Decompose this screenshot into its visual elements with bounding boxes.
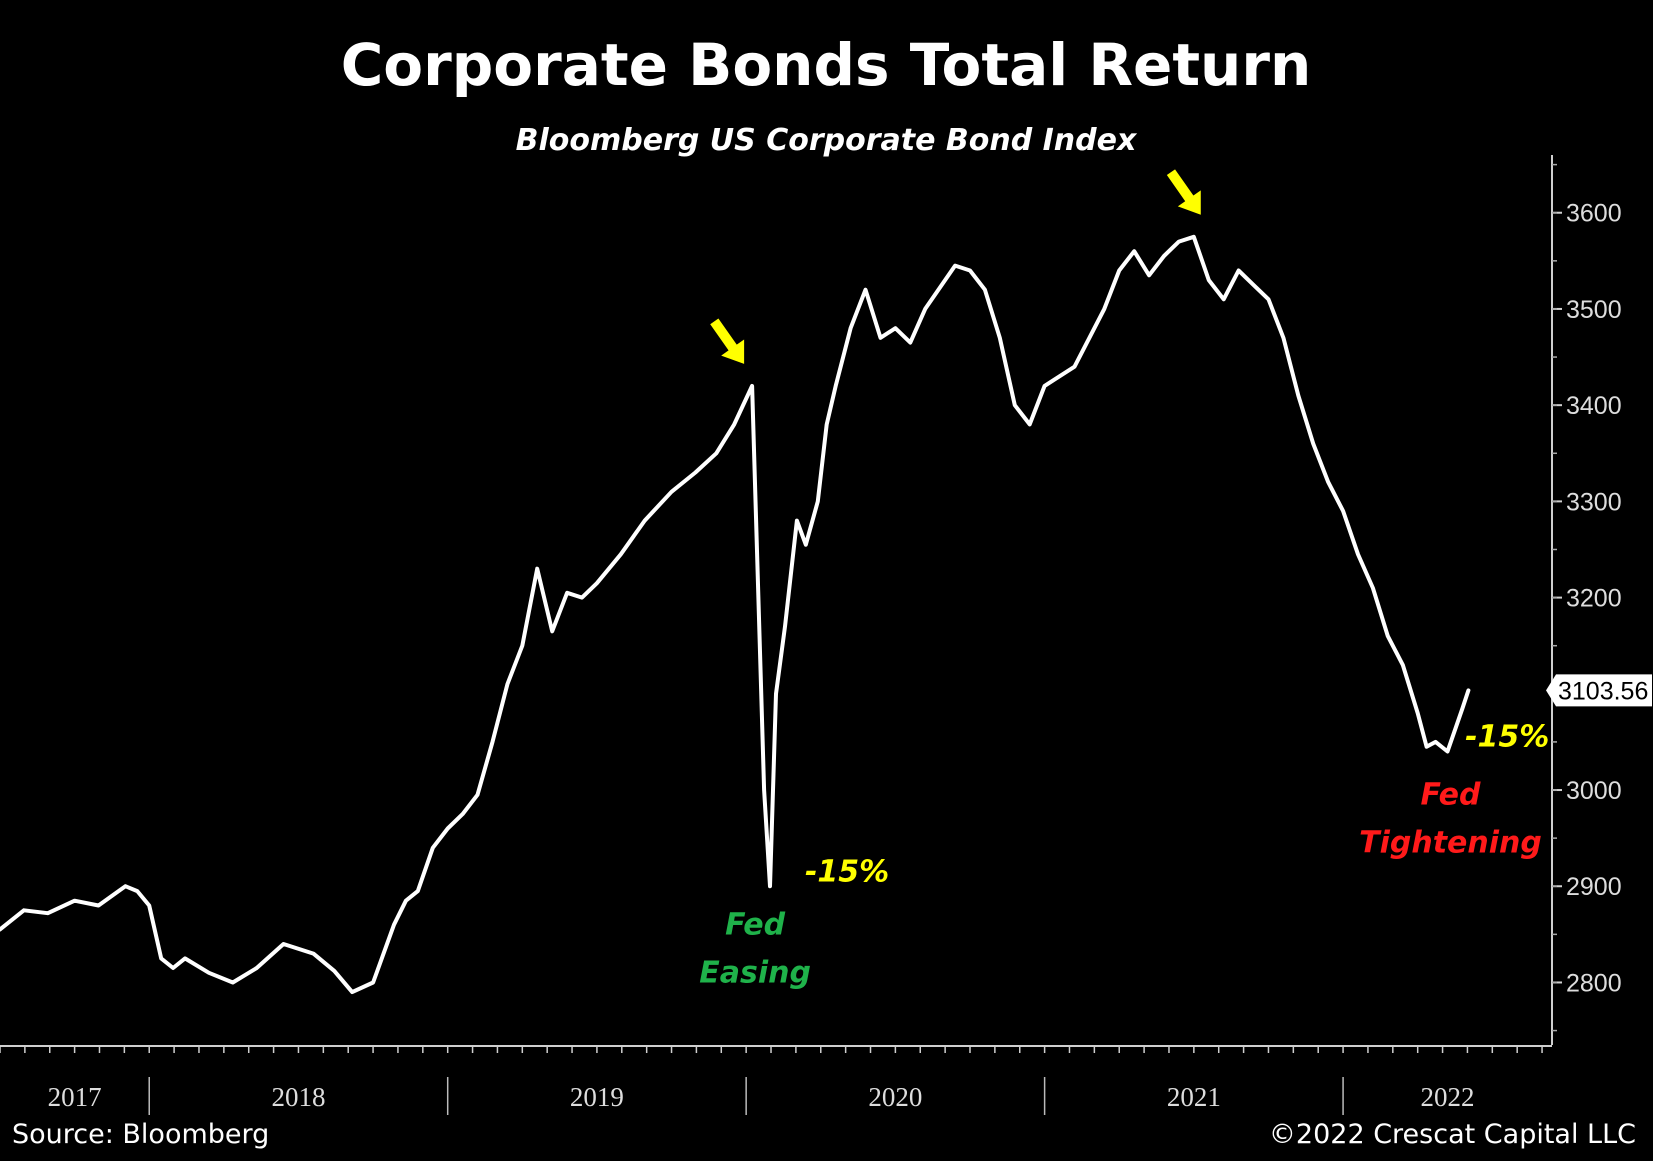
fed-easing-label-line2: Easing	[699, 955, 811, 990]
yellow-arrow-icon	[1166, 169, 1201, 215]
arrow-shape	[710, 318, 745, 364]
easing-drop-label: -15%	[805, 854, 889, 889]
last-value-tag-bg	[1546, 674, 1652, 707]
chart-subtitle: Bloomberg US Corporate Bond Index	[516, 123, 1138, 158]
series-line	[0, 234, 1471, 995]
x-tick-label: 2022	[1421, 1082, 1475, 1112]
y-tick-label: 3200	[1566, 585, 1622, 613]
y-tick-label: 3400	[1566, 392, 1622, 420]
y-tick-group: 280029003000310032003300340035003600	[1552, 163, 1622, 1032]
tightening-drop-label: -15%	[1465, 720, 1549, 755]
x-tick-label: 2018	[271, 1082, 325, 1112]
y-tick-label: 3300	[1566, 488, 1622, 516]
x-tick-label: 2020	[868, 1082, 922, 1112]
arrow-shape	[1166, 169, 1201, 215]
y-tick-label: 2900	[1566, 873, 1622, 901]
chart-title: Corporate Bonds Total Return	[341, 31, 1312, 99]
last-value-label: 3103.56	[1558, 677, 1648, 705]
x-tick-group: 2017 2018 2019 2020 2021 2022	[48, 1077, 1475, 1115]
x-tick-label: 2019	[570, 1082, 624, 1112]
y-tick-label: 3600	[1566, 200, 1622, 228]
y-axis: 280029003000310032003300340035003600	[1551, 155, 1622, 1045]
last-value-tag: 3103.56	[1546, 674, 1652, 707]
y-tick-label: 2800	[1566, 969, 1622, 997]
fed-tightening-label-line1: Fed	[1421, 777, 1482, 812]
yellow-arrow-icon	[710, 318, 745, 364]
source-label: Source: Bloomberg	[12, 1119, 269, 1150]
fed-tightening-label-line2: Tightening	[1359, 826, 1542, 861]
y-tick-label: 3500	[1566, 296, 1622, 324]
x-axis: 2017 2018 2019 2020 2021 2022	[0, 1045, 1552, 1115]
y-tick-label: 3000	[1566, 777, 1622, 805]
fed-easing-label-line1: Fed	[725, 907, 786, 942]
annotation-arrows	[710, 169, 1201, 364]
x-tick-label: 2021	[1167, 1082, 1221, 1112]
x-minor-ticks	[0, 1045, 1543, 1053]
x-tick-label: 2017	[48, 1082, 102, 1112]
copyright-label: ©2022 Crescat Capital LLC	[1269, 1119, 1636, 1150]
